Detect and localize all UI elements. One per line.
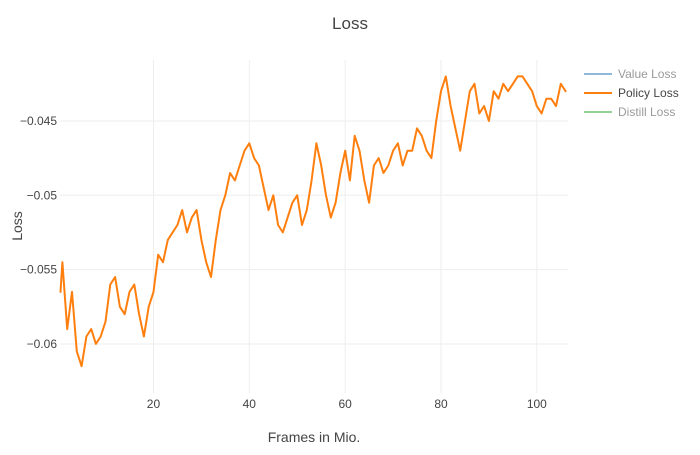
legend-item-value-loss[interactable]: Value Loss	[584, 67, 676, 81]
grid	[60, 60, 568, 393]
legend-item-distill-loss[interactable]: Distill Loss	[584, 105, 675, 119]
y-tick-label: −0.05	[27, 188, 58, 202]
y-tick-label: −0.06	[27, 337, 58, 351]
x-tick-label: 40	[243, 397, 257, 411]
x-tick-label: 60	[338, 397, 352, 411]
x-tick-label: 80	[434, 397, 448, 411]
series-line-policy-loss	[59, 75, 567, 368]
legend: Value Loss Policy Loss Distill Loss	[584, 67, 679, 119]
x-axis-title: Frames in Mio.	[268, 429, 361, 445]
y-tick-label: −0.055	[20, 263, 57, 277]
legend-label-distill-loss: Distill Loss	[618, 105, 675, 119]
chart-title: Loss	[332, 14, 368, 33]
legend-label-value-loss: Value Loss	[618, 67, 676, 81]
y-axis-title: Loss	[9, 211, 25, 241]
series-layer	[59, 75, 567, 368]
legend-label-policy-loss: Policy Loss	[618, 86, 679, 100]
x-tick-label: 100	[527, 397, 547, 411]
tick-labels: 20 40 60 80 100 −0.06 −0.055 −0.05 −0.045	[20, 114, 547, 411]
legend-item-policy-loss[interactable]: Policy Loss	[584, 86, 679, 100]
x-tick-label: 20	[147, 397, 161, 411]
y-tick-label: −0.045	[20, 114, 57, 128]
